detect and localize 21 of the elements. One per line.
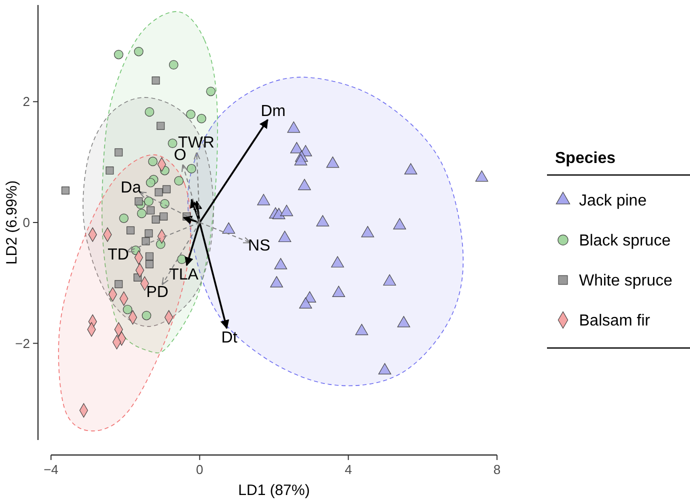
x-axis-title: LD1 (87%) [238,482,310,499]
series-label: Dt [221,329,238,346]
x-tick-label: −4 [44,462,58,477]
y-axis-title: LD2 (6.99%) [4,180,20,265]
series-label: PD [146,284,168,302]
legend-label: Black spruce [579,232,671,250]
legend-label: Balsam fir [579,312,651,330]
legend-title: Species [555,150,616,167]
x-tick-label: 4 [344,462,352,477]
x-tick-label: 0 [196,462,204,477]
series-label: TD [108,246,129,264]
series-label: TLA [169,266,199,284]
y-tick-label: 2 [22,94,30,110]
legend-label: Jack pine [579,192,647,210]
y-tick-label: −2 [15,336,30,351]
series-label: NS [248,238,270,255]
series-label: Da [120,179,142,196]
y-tick-label: 0 [22,215,30,230]
legend-label: White spruce [579,272,672,290]
series-label: Dm [260,102,286,120]
x-tick-label: 8 [493,462,501,477]
